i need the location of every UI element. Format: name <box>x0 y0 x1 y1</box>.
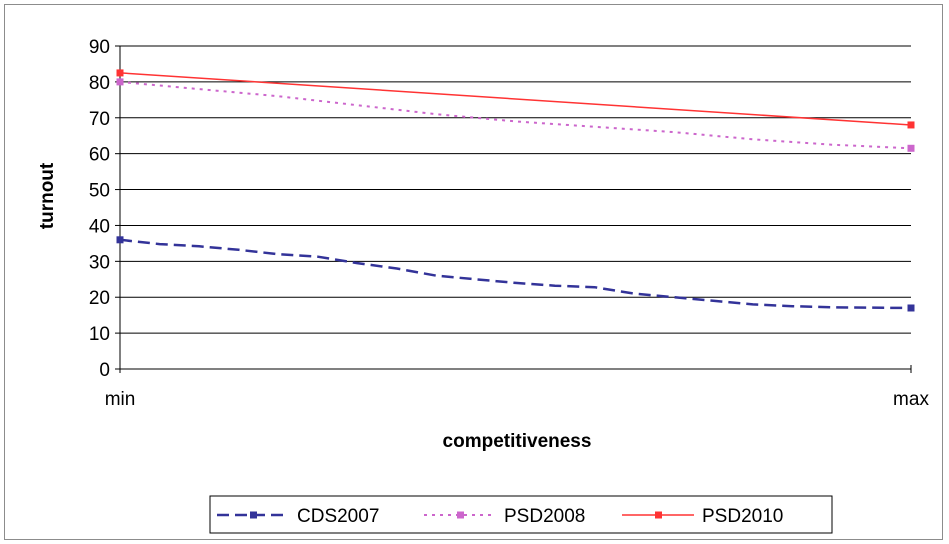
data-point-psd2008 <box>116 78 124 86</box>
series-line-psd2008 <box>119 80 912 150</box>
y-tick-label: 70 <box>89 109 110 130</box>
legend-label-psd2010: PSD2010 <box>702 506 783 527</box>
legend-box <box>209 495 833 534</box>
series-line-cds2007 <box>119 238 912 310</box>
data-point-psd2010 <box>907 121 915 129</box>
data-point-psd2010 <box>116 69 124 77</box>
legend-label-cds2007: CDS2007 <box>297 506 379 527</box>
series-line-psd2010 <box>119 72 912 126</box>
data-point-cds2007 <box>907 304 915 312</box>
series-lines <box>116 69 915 312</box>
y-axis-title: turnout <box>37 162 58 229</box>
y-tick-label: 0 <box>99 360 110 381</box>
data-point-psd2008 <box>907 144 915 152</box>
tick-labels: 0 10 20 30 40 50 60 70 80 90 min max <box>89 37 930 410</box>
y-tick-label: 60 <box>89 145 110 166</box>
legend: CDS2007 PSD2008 PSD2010 <box>217 506 783 527</box>
x-axis-title: competitiveness <box>443 431 592 452</box>
legend-marker-psd2010 <box>655 511 662 519</box>
y-tick-label: 40 <box>89 216 110 237</box>
y-tick-label: 50 <box>89 181 110 202</box>
y-tick-label: 10 <box>89 324 110 345</box>
legend-marker-psd2008 <box>457 511 464 519</box>
data-point-cds2007 <box>116 236 124 244</box>
chart-frame <box>4 4 943 540</box>
legend-label-psd2008: PSD2008 <box>504 506 585 527</box>
axes <box>115 45 912 373</box>
y-tick-label: 80 <box>89 73 110 94</box>
y-tick-label: 90 <box>89 37 110 58</box>
legend-marker-cds2007 <box>250 511 257 519</box>
gridlines <box>120 45 911 334</box>
y-tick-label: 30 <box>89 252 110 273</box>
y-tick-label: 20 <box>89 288 110 309</box>
x-tick-label: max <box>893 389 929 410</box>
x-tick-label: min <box>105 389 136 410</box>
